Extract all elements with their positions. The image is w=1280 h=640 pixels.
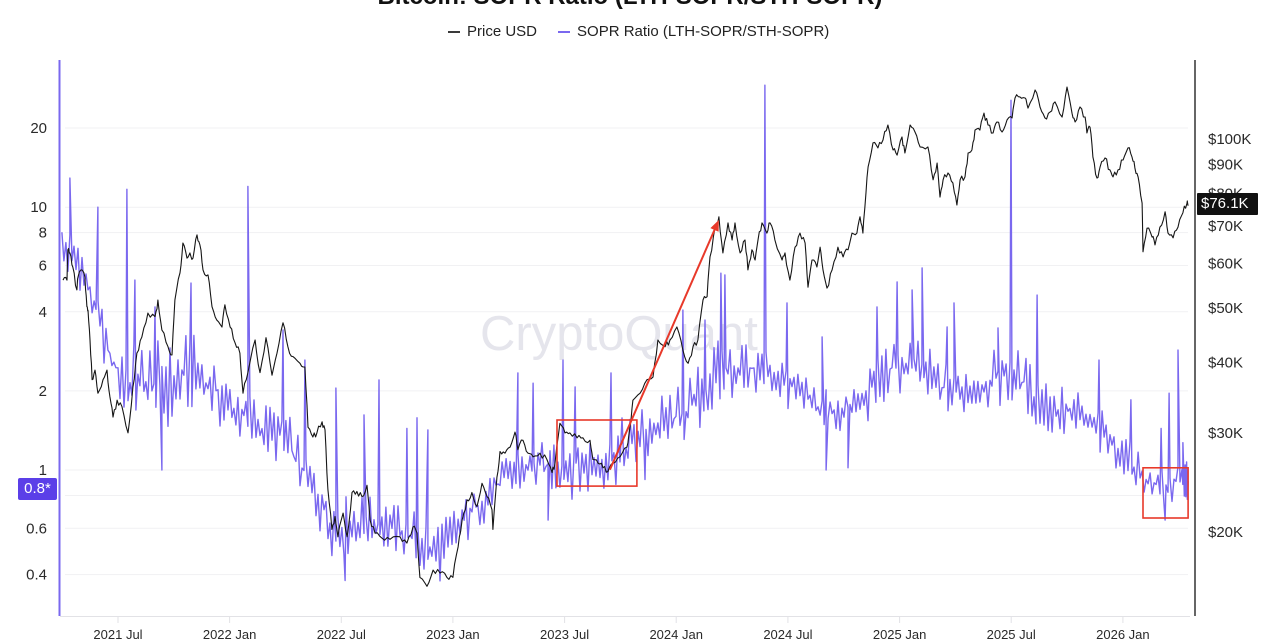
price-usd-line xyxy=(62,86,1189,587)
x-tick-label: 2022 Jan xyxy=(203,627,257,640)
right-y-tick-label: $40K xyxy=(1208,355,1243,372)
right-y-tick-label: $60K xyxy=(1208,256,1243,273)
arrowhead-icon xyxy=(710,219,719,232)
right-y-tick-label: $90K xyxy=(1208,157,1243,174)
x-tick-label: 2024 Jul xyxy=(763,627,812,640)
x-tick-label: 2024 Jan xyxy=(649,627,703,640)
legend-label-price-usd: Price USD xyxy=(467,23,538,40)
left-y-axis-labels: 20 10 8 6 4 2 1 0.6 0.4 xyxy=(26,120,47,584)
right-y-tick-label: $50K xyxy=(1208,300,1243,317)
sopr-line-swatch-icon xyxy=(558,31,571,33)
chart-title: Bitcoin: SOPR Ratio (LTH-SOPR/STH-SOPR) xyxy=(0,0,1260,11)
sopr-ratio-line xyxy=(61,84,1189,582)
price-rally-arrow xyxy=(608,229,716,471)
left-y-tick-label: 1 xyxy=(39,462,47,479)
right-y-tick-label: $20K xyxy=(1208,524,1243,541)
x-tick-label: 2023 Jan xyxy=(426,627,480,640)
annotations xyxy=(556,219,1189,519)
left-y-tick-label: 2 xyxy=(39,383,47,400)
price-current-value-badge: $76.1K xyxy=(1197,193,1258,215)
right-y-tick-label: $100K xyxy=(1208,131,1251,148)
left-y-tick-label: 20 xyxy=(30,120,47,137)
legend-label-sopr-ratio: SOPR Ratio (LTH-SOPR/STH-SOPR) xyxy=(577,23,830,40)
x-tick-label: 2021 Jul xyxy=(93,627,142,640)
legend-item-sopr-ratio[interactable]: SOPR Ratio (LTH-SOPR/STH-SOPR) xyxy=(558,23,829,41)
price-line-swatch-icon xyxy=(448,31,460,33)
x-axis: 2021 Jul 2022 Jan 2022 Jul 2023 Jan 2023 Jul… xyxy=(60,616,1190,640)
sopr-current-value-badge: 0.8* xyxy=(18,478,57,500)
right-y-tick-label: $30K xyxy=(1208,425,1243,442)
right-y-tick-label: $70K xyxy=(1208,218,1243,235)
x-tick-label: 2022 Jul xyxy=(317,627,366,640)
highlight-box-2026 xyxy=(1142,466,1189,519)
x-tick-label: 2026 Jan xyxy=(1096,627,1150,640)
watermark: CryptoQuant xyxy=(480,307,758,361)
left-y-tick-label: 0.6 xyxy=(26,520,47,537)
left-y-tick-label: 8 xyxy=(39,225,47,242)
gridlines xyxy=(65,127,1188,576)
left-y-tick-label: 10 xyxy=(30,199,47,216)
price-usd-series xyxy=(62,86,1189,587)
left-y-tick-label: 0.4 xyxy=(26,567,47,584)
sopr-ratio-series xyxy=(61,84,1189,582)
highlight-box-2023 xyxy=(556,419,638,487)
x-tick-label: 2023 Jul xyxy=(540,627,589,640)
left-y-tick-label: 4 xyxy=(39,304,47,321)
legend: Price USD SOPR Ratio (LTH-SOPR/STH-SOPR) xyxy=(448,23,850,41)
x-tick-label: 2025 Jan xyxy=(873,627,927,640)
x-tick-label: 2025 Jul xyxy=(987,627,1036,640)
legend-item-price-usd[interactable]: Price USD xyxy=(448,23,537,41)
left-y-tick-label: 6 xyxy=(39,258,47,275)
